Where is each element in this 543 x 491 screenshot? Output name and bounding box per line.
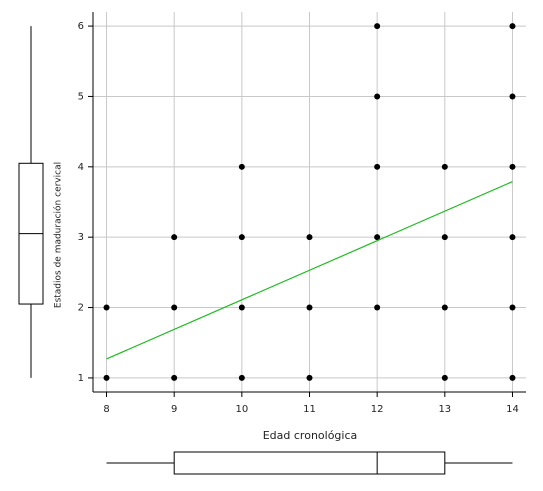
x-tick-label: 14 [506, 404, 519, 415]
y-tick-label: 4 [78, 162, 84, 173]
point [441, 234, 448, 241]
x-tick-label: 13 [438, 404, 451, 415]
point [509, 304, 516, 311]
x-tick-label: 9 [171, 404, 177, 415]
point [306, 374, 313, 381]
point [238, 374, 245, 381]
point [374, 304, 381, 311]
point [374, 23, 381, 30]
point [103, 374, 110, 381]
point [103, 304, 110, 311]
point [306, 304, 313, 311]
point [441, 304, 448, 311]
x-axis-label: Edad cronológica [263, 429, 358, 442]
point [509, 93, 516, 100]
x-tick-label: 11 [303, 404, 316, 415]
x-tick-label: 12 [371, 404, 384, 415]
x-tick-label: 8 [103, 404, 109, 415]
x-tick-label: 10 [235, 404, 248, 415]
y-tick-label: 3 [78, 232, 84, 243]
point [441, 163, 448, 170]
point [171, 234, 178, 241]
y-tick-label: 1 [78, 373, 84, 384]
point [238, 234, 245, 241]
point [306, 234, 313, 241]
fit-line [106, 181, 513, 360]
point [374, 234, 381, 241]
point [374, 93, 381, 100]
y-tick-label: 5 [78, 91, 84, 102]
y-tick-label: 2 [78, 303, 84, 314]
point [441, 374, 448, 381]
point [509, 23, 516, 30]
point [509, 374, 516, 381]
point [171, 374, 178, 381]
y-tick-label: 6 [78, 21, 84, 32]
point [509, 234, 516, 241]
point [238, 304, 245, 311]
point [374, 163, 381, 170]
y-axis-label: Estadios de maduración cervical [53, 162, 64, 308]
boxplot-box [173, 451, 446, 475]
point [171, 304, 178, 311]
point [509, 163, 516, 170]
point [238, 163, 245, 170]
